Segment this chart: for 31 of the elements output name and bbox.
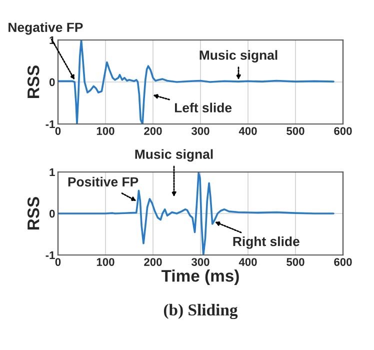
- x-tick-label: 0: [55, 258, 61, 266]
- x-tick-label: 200: [144, 258, 162, 266]
- text: Music signal: [135, 149, 213, 162]
- annotation: Negative FP: [8, 22, 83, 35]
- y-tick-label: 1: [50, 168, 55, 176]
- x-tick-label: 400: [238, 127, 257, 135]
- x-tick-label: 500: [286, 127, 304, 135]
- line-series: [58, 172, 334, 255]
- x-tick-label: 500: [286, 258, 304, 266]
- y-tick-label: -1: [46, 120, 55, 128]
- x-tick-label: 600: [334, 258, 352, 266]
- annotation: Positive FP: [68, 176, 138, 187]
- text: (b) Sliding: [164, 304, 238, 320]
- x-tick-label: 100: [96, 258, 114, 266]
- y-tick-label: 0: [49, 210, 55, 218]
- y-axis-title: RSS: [27, 197, 40, 230]
- x-axis-title: Time (ms): [161, 270, 239, 286]
- x-tick-label: 0: [55, 127, 61, 135]
- x-tick-label: 200: [144, 127, 162, 135]
- annotation: Music signal: [200, 50, 278, 62]
- x-tick-label: 300: [191, 258, 210, 266]
- x-tick-label: 600: [334, 127, 352, 135]
- x-tick-label: 400: [238, 258, 257, 266]
- annotation: Right slide: [233, 236, 300, 249]
- y-tick-label: -1: [46, 251, 55, 260]
- y-tick-label: 0: [49, 78, 55, 86]
- x-tick-label: 300: [191, 127, 210, 135]
- annotation: Left slide: [174, 102, 232, 112]
- y-axis-title: RSS: [27, 66, 40, 98]
- x-tick-label: 100: [96, 127, 114, 135]
- line-series: [58, 40, 334, 124]
